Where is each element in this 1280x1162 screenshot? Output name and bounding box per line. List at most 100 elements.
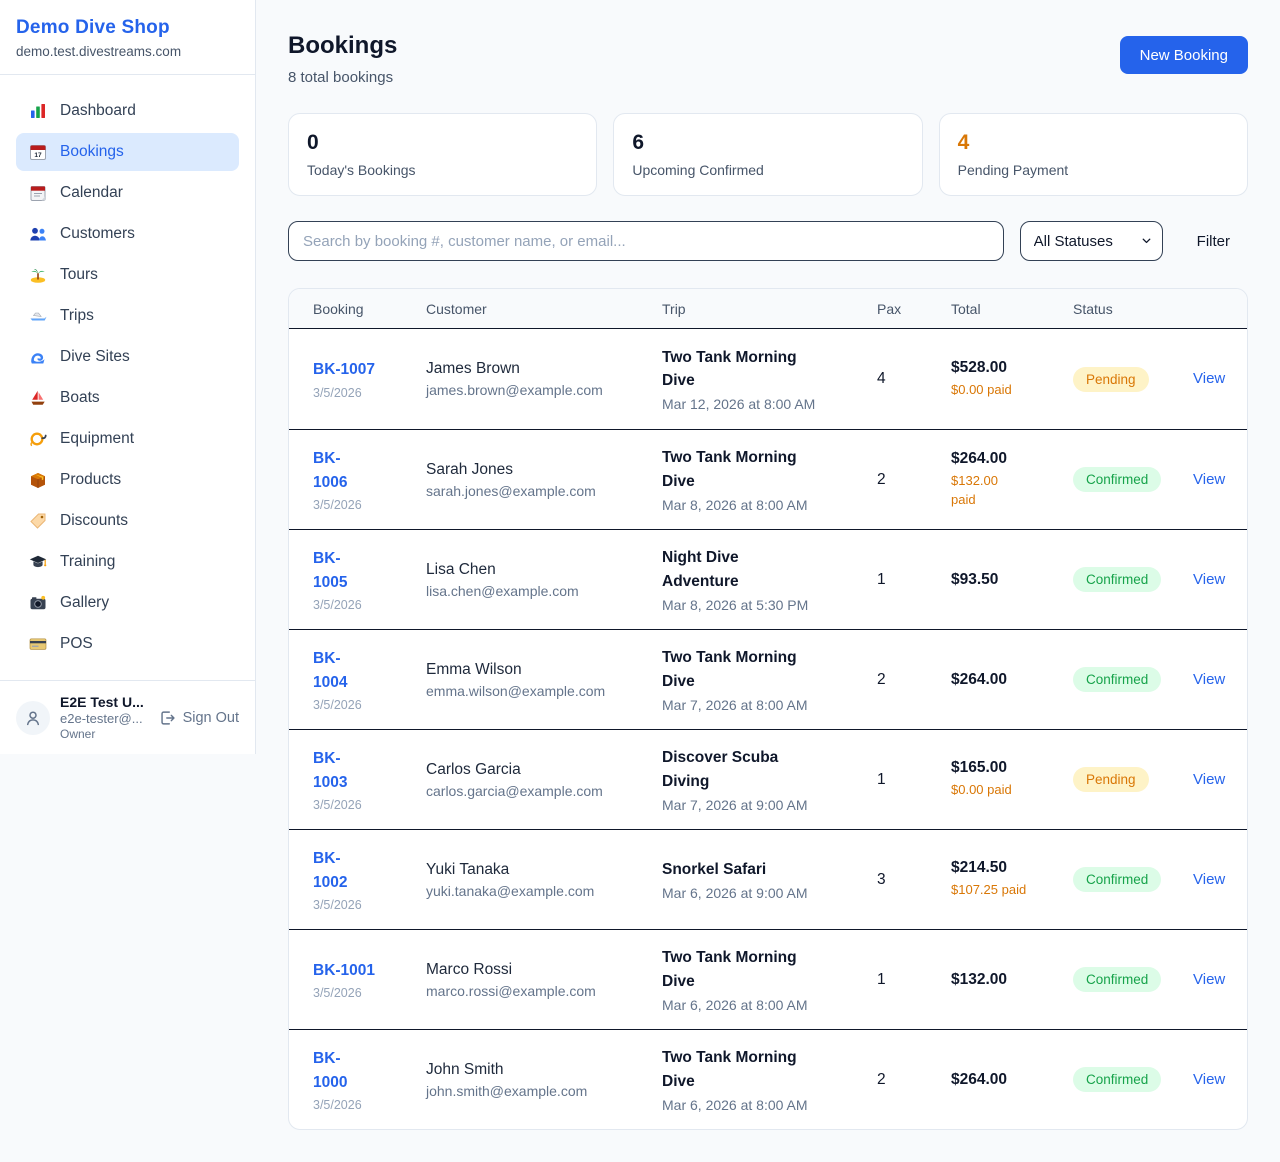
logout-icon xyxy=(158,709,176,727)
sidebar-item-label: Training xyxy=(60,553,116,570)
view-link[interactable]: View xyxy=(1193,570,1226,588)
status-select[interactable]: All Statuses xyxy=(1019,221,1163,261)
view-link[interactable]: View xyxy=(1193,770,1226,788)
trip-datetime: Mar 8, 2026 at 5:30 PM xyxy=(662,596,809,613)
trip-datetime: Mar 8, 2026 at 8:00 AM xyxy=(662,496,808,513)
filter-bar: All Statuses Filter xyxy=(288,221,1248,261)
sidebar-item-discounts[interactable]: Discounts xyxy=(16,502,239,540)
sailboat-icon xyxy=(28,388,48,408)
sidebar-item-calendar[interactable]: Calendar xyxy=(16,174,239,212)
svg-text:17: 17 xyxy=(34,152,42,159)
customer-email: emma.wilson@example.com xyxy=(426,682,606,699)
view-link[interactable]: View xyxy=(1193,870,1226,888)
booking-id-prefix: BK- xyxy=(313,1049,341,1067)
pax-cell: 2 xyxy=(877,470,886,488)
sidebar-item-tours[interactable]: Tours xyxy=(16,256,239,294)
total-cell: $132.00 xyxy=(951,971,1073,989)
status-cell: Confirmed xyxy=(1073,567,1193,592)
sidebar-item-trips[interactable]: Trips xyxy=(16,297,239,335)
booking-date: 3/5/2026 xyxy=(313,498,362,513)
credit-card-icon xyxy=(28,634,48,654)
view-link[interactable]: View xyxy=(1193,1070,1226,1088)
sidebar-item-dashboard[interactable]: Dashboard xyxy=(16,92,239,130)
sidebar-item-boats[interactable]: Boats xyxy=(16,379,239,417)
stat-label: Pending Payment xyxy=(957,162,1069,178)
sidebar-item-equipment[interactable]: Equipment xyxy=(16,420,239,458)
booking-id-link[interactable]: BK- 1005 xyxy=(313,547,426,595)
island-icon xyxy=(28,265,48,285)
booking-date: 3/5/2026 xyxy=(313,698,362,713)
customer-name: Emma Wilson xyxy=(426,660,522,678)
table-body: BK-1007 3/5/2026 James Brown james.brown@ex… xyxy=(289,329,1247,1129)
booking-id-prefix: BK- xyxy=(313,449,341,467)
column-header-status: Status xyxy=(1073,300,1113,317)
table-row: BK- 1006 3/5/2026 Sarah Jones sarah.jones@ex… xyxy=(289,429,1247,529)
booking-id-link[interactable]: BK- 1002 xyxy=(313,847,426,895)
booking-id-link[interactable]: BK- 1006 xyxy=(313,447,426,495)
view-link[interactable]: View xyxy=(1193,470,1226,488)
booking-id-prefix: BK- xyxy=(313,849,341,867)
status-badge: Confirmed xyxy=(1073,567,1162,592)
status-badge: Confirmed xyxy=(1073,667,1162,692)
sidebar-item-label: Bookings xyxy=(60,143,124,160)
booking-id-link[interactable]: BK-1001 xyxy=(313,961,376,979)
total-cell: $93.50 xyxy=(951,571,1073,589)
status-badge: Pending xyxy=(1073,366,1149,392)
pax-cell: 1 xyxy=(877,970,886,988)
trip-cell: Two Tank Morning Dive Mar 6, 2026 at 8:00… xyxy=(662,946,877,1013)
total-cell: $264.00 xyxy=(951,671,1073,689)
booking-id-link[interactable]: BK- 1000 xyxy=(313,1047,426,1095)
sidebar-item-gallery[interactable]: Gallery xyxy=(16,584,239,622)
sidebar-item-pos[interactable]: POS xyxy=(16,625,239,663)
total-amount: $528.00 xyxy=(951,358,1008,376)
trip-cell: Snorkel Safari Mar 6, 2026 at 9:00 AM xyxy=(662,858,877,901)
pax-cell: 1 xyxy=(877,770,886,788)
sidebar-item-label: Products xyxy=(60,471,122,488)
sidebar-item-products[interactable]: Products xyxy=(16,461,239,499)
total-amount: $264.00 xyxy=(951,670,1008,688)
filter-button[interactable]: Filter xyxy=(1179,233,1248,250)
search-input[interactable] xyxy=(288,221,1004,261)
table-header-row: Booking Customer Trip Pax Total Status xyxy=(289,289,1247,329)
total-amount: $132.00 xyxy=(951,970,1008,988)
stat-value: 6 xyxy=(632,131,645,154)
customer-cell: James Brown james.brown@example.com xyxy=(426,360,662,398)
avatar xyxy=(16,700,50,735)
stat-value: 4 xyxy=(957,131,970,154)
customer-cell: Sarah Jones sarah.jones@example.com xyxy=(426,461,662,499)
total-amount: $264.00 xyxy=(951,1070,1008,1088)
new-booking-button[interactable]: New Booking xyxy=(1119,36,1248,74)
view-cell: View xyxy=(1193,971,1225,989)
status-badge: Confirmed xyxy=(1073,967,1162,992)
customer-email: lisa.chen@example.com xyxy=(426,582,579,599)
booking-cell: BK- 1003 3/5/2026 xyxy=(313,747,426,812)
booking-id-link[interactable]: BK- 1004 xyxy=(313,647,426,695)
customer-cell: John Smith john.smith@example.com xyxy=(426,1061,662,1099)
person-icon xyxy=(23,708,43,728)
view-link[interactable]: View xyxy=(1193,670,1226,688)
view-link[interactable]: View xyxy=(1193,970,1226,988)
view-link[interactable]: View xyxy=(1193,370,1226,387)
view-cell: View xyxy=(1193,571,1225,589)
sidebar-item-customers[interactable]: Customers xyxy=(16,215,239,253)
bar-chart-icon xyxy=(28,101,48,121)
sign-out-label: Sign Out xyxy=(182,709,239,726)
pax-cell: 4 xyxy=(877,370,886,387)
total-amount: $264.00 xyxy=(951,449,1008,467)
customer-name: John Smith xyxy=(426,1060,504,1078)
user-role: Owner xyxy=(60,727,96,741)
booking-id-link[interactable]: BK-1007 xyxy=(313,361,376,379)
customer-email: carlos.garcia@example.com xyxy=(426,782,603,799)
sidebar-item-dive-sites[interactable]: Dive Sites xyxy=(16,338,239,376)
trip-name: Snorkel Safari xyxy=(662,860,767,878)
customer-name: Lisa Chen xyxy=(426,560,496,578)
view-cell: View xyxy=(1193,871,1225,889)
booking-cell: BK- 1004 3/5/2026 xyxy=(313,647,426,712)
status-select-wrap: All Statuses xyxy=(1019,221,1163,261)
sign-out-button[interactable]: Sign Out xyxy=(158,709,239,727)
total-cell: $264.00 $132.00 paid xyxy=(951,450,1073,510)
sidebar-item-bookings[interactable]: 17 Bookings xyxy=(16,133,239,171)
booking-id-link[interactable]: BK- 1003 xyxy=(313,747,426,795)
wave-icon xyxy=(28,347,48,367)
sidebar-item-training[interactable]: Training xyxy=(16,543,239,581)
